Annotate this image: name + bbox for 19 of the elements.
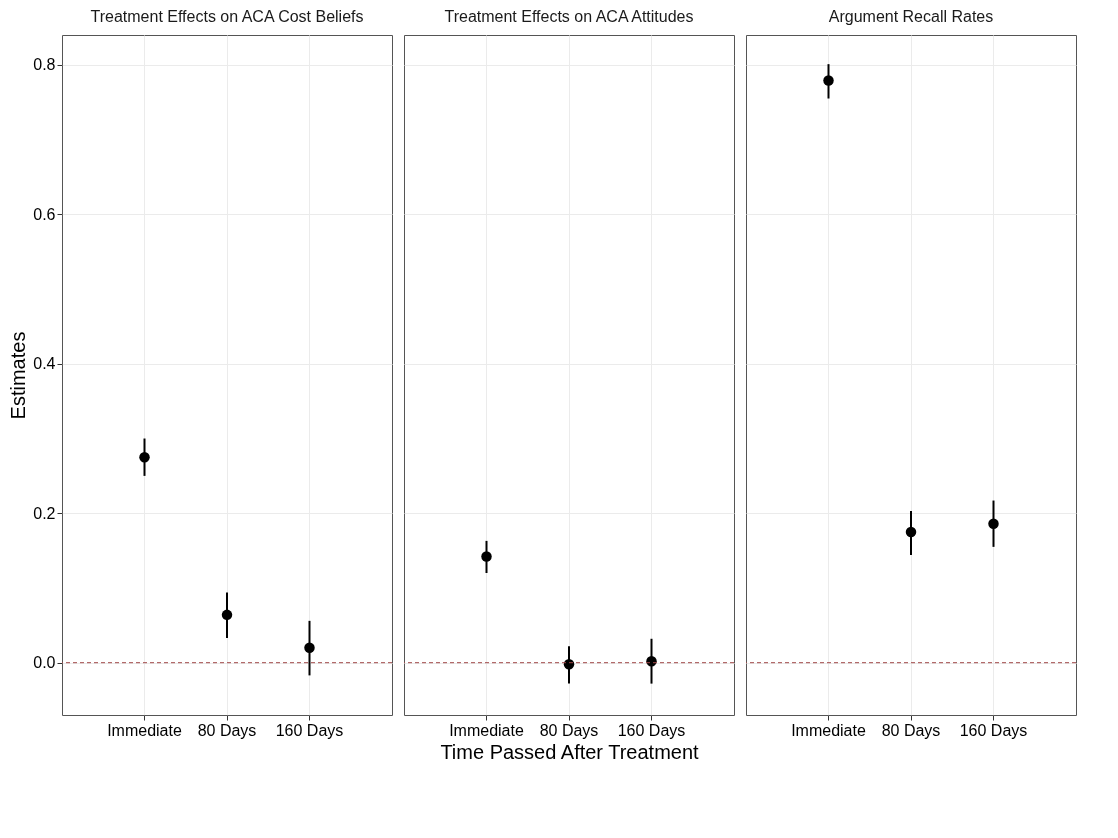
y-axis-title: Estimates xyxy=(7,331,30,420)
y-tick-label: 0.4 xyxy=(33,355,56,373)
chart-title: Treatment Effects on ACA Attitudes xyxy=(444,8,694,25)
x-tick-label: 80 Days xyxy=(881,721,941,739)
y-tick-label: 0.0 xyxy=(33,654,56,672)
y-tick-label: 0.2 xyxy=(33,504,56,522)
x-tick-label: 80 Days xyxy=(197,721,257,739)
y-tick-label: 0.8 xyxy=(33,56,56,74)
x-axis-title: Time Passed After Treatment xyxy=(440,740,700,763)
x-tick-label: Immediate xyxy=(107,721,182,739)
x-tick-label: 80 Days xyxy=(539,721,599,739)
y-tick-label: 0.6 xyxy=(33,205,56,223)
x-tick-label: Immediate xyxy=(449,721,524,739)
x-tick-label: 160 Days xyxy=(959,721,1028,739)
chart-title: Treatment Effects on ACA Cost Beliefs xyxy=(90,8,364,25)
x-tick-label: 160 Days xyxy=(275,721,344,739)
x-tick-label: Immediate xyxy=(791,721,866,739)
x-tick-label: 160 Days xyxy=(617,721,686,739)
chart-title: Argument Recall Rates xyxy=(828,8,994,25)
